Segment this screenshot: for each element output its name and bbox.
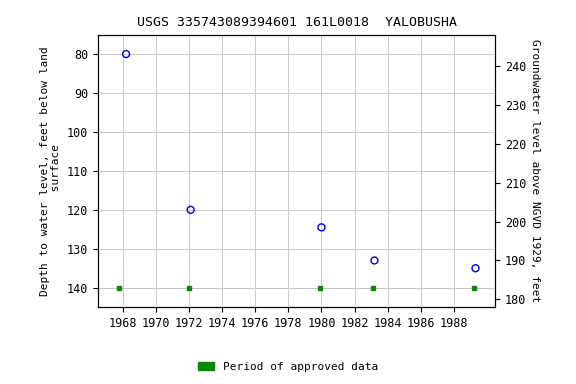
Y-axis label: Depth to water level, feet below land
 surface: Depth to water level, feet below land su… [40,46,61,296]
Y-axis label: Groundwater level above NGVD 1929, feet: Groundwater level above NGVD 1929, feet [530,39,540,303]
Point [122,51,131,57]
Legend: Period of approved data: Period of approved data [193,358,383,377]
Point [471,265,480,271]
Point [317,224,326,230]
Point [370,257,379,263]
Point [186,207,195,213]
Title: USGS 335743089394601 161L0018  YALOBUSHA: USGS 335743089394601 161L0018 YALOBUSHA [137,16,457,29]
